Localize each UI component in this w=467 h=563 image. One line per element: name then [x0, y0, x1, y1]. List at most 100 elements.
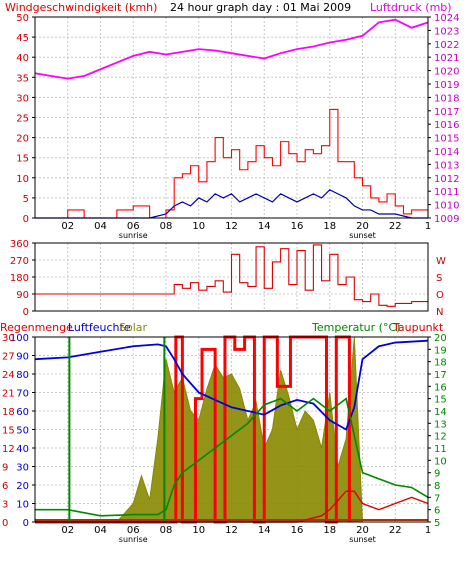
sunrise-label: sunrise — [119, 535, 148, 544]
humidity-tick-label: 0 — [23, 518, 29, 529]
wind-tick-label: 10 — [16, 174, 29, 185]
dewpoint-axis-label: Taupunkt — [392, 321, 444, 334]
x-tick-label: 04 — [94, 525, 107, 536]
x-tick-label: 1 — [425, 221, 431, 232]
x-tick-label: 16 — [291, 525, 304, 536]
humidity-tick-label: 40 — [16, 444, 29, 455]
wind-tick-label: 0 — [23, 214, 29, 225]
rain-tick-label: 6 — [2, 481, 8, 492]
chart-title: 24 hour graph day : 01 Mai 2009 — [170, 1, 351, 14]
x-tick-label: 20 — [356, 221, 369, 232]
wind-tick-label: 45 — [16, 33, 29, 44]
wind-tick-label: 30 — [16, 93, 29, 104]
x-tick-label: 22 — [389, 525, 402, 536]
sunset-label: sunset — [349, 231, 376, 240]
direction-compass-label: O — [436, 290, 444, 301]
temperature-tick-label: 19 — [434, 345, 447, 356]
x-tick-label: 16 — [291, 221, 304, 232]
temperature-tick-label: 15 — [434, 395, 447, 406]
temperature-tick-label: 20 — [434, 333, 447, 344]
pressure-tick-label: 1014 — [434, 147, 459, 158]
x-tick-label: 22 — [389, 221, 402, 232]
direction-tick-label: 360 — [10, 239, 29, 250]
rain-axis-label: Regenmenge — [0, 321, 73, 334]
rain-tick-label: 18 — [2, 407, 15, 418]
x-tick-label: 10 — [192, 221, 205, 232]
wind-axis-label: Windgeschwindigkeit (kmh) — [5, 1, 157, 14]
temperature-tick-label: 7 — [434, 493, 440, 504]
humidity-tick-label: 20 — [16, 481, 29, 492]
pressure-tick-label: 1024 — [434, 13, 459, 24]
x-tick-label: 14 — [258, 221, 271, 232]
pressure-tick-label: 1016 — [434, 120, 459, 131]
wind-tick-label: 20 — [16, 134, 29, 145]
pressure-tick-label: 1010 — [434, 201, 459, 212]
x-tick-label: 18 — [323, 221, 336, 232]
temperature-tick-label: 13 — [434, 419, 447, 430]
x-tick-label: 18 — [323, 525, 336, 536]
temperature-tick-label: 18 — [434, 358, 447, 369]
x-tick-label: 02 — [61, 221, 74, 232]
wind-tick-label: 25 — [16, 114, 29, 125]
temperature-tick-label: 10 — [434, 456, 447, 467]
x-tick-label: 12 — [225, 221, 238, 232]
humidity-line — [34, 339, 429, 431]
pressure-tick-label: 1009 — [434, 214, 459, 225]
x-tick-label: 1 — [425, 525, 431, 536]
humidity-tick-label: 50 — [16, 426, 29, 437]
humidity-tick-label: 30 — [16, 463, 29, 474]
pressure-tick-label: 1017 — [434, 107, 459, 118]
humidity-tick-label: 10 — [16, 500, 29, 511]
direction-tick-label: 90 — [16, 290, 29, 301]
pressure-tick-label: 1019 — [434, 80, 459, 91]
rain-tick-label: 21 — [2, 389, 15, 400]
pressure-tick-label: 1013 — [434, 160, 459, 171]
direction-line — [35, 244, 429, 307]
pressure-tick-label: 1022 — [434, 40, 459, 51]
x-tick-label: 06 — [127, 525, 140, 536]
temperature-tick-label: 12 — [434, 432, 447, 443]
rain-tick-label: 0 — [2, 518, 8, 529]
x-tick-label: 04 — [94, 221, 107, 232]
temperature-axis-label: Temperatur (°C) — [311, 321, 400, 334]
temperature-tick-label: 9 — [434, 469, 440, 480]
direction-compass-label: N — [436, 307, 443, 318]
x-tick-label: 14 — [258, 525, 271, 536]
rain-tick-label: 15 — [2, 426, 15, 437]
x-tick-label: 06 — [127, 221, 140, 232]
pressure-tick-label: 1023 — [434, 26, 459, 37]
sunrise-label: sunrise — [119, 231, 148, 240]
temperature-tick-label: 17 — [434, 370, 447, 381]
x-tick-label: 02 — [61, 525, 74, 536]
temperature-tick-label: 11 — [434, 444, 447, 455]
data-layer — [34, 18, 429, 524]
temperature-tick-label: 14 — [434, 407, 447, 418]
pressure-tick-label: 1012 — [434, 174, 459, 185]
rain-tick-label: 12 — [2, 444, 15, 455]
x-tick-label: 08 — [160, 221, 173, 232]
wind-tick-label: 50 — [16, 13, 29, 24]
humidity-tick-label: 70 — [16, 389, 29, 400]
solar-axis-label: Solar — [119, 321, 148, 334]
wind-tick-label: 35 — [16, 73, 29, 84]
solar-area — [35, 336, 428, 523]
humidity-tick-label: 80 — [16, 370, 29, 381]
direction-compass-label: W — [436, 256, 446, 267]
pressure-tick-label: 1021 — [434, 53, 459, 64]
x-tick-label: 10 — [192, 525, 205, 536]
rain-tick-label: 30 — [2, 333, 15, 344]
pressure-axis-label: Luftdruck (mb) — [370, 1, 452, 14]
wind-tick-label: 15 — [16, 154, 29, 165]
direction-tick-label: 0 — [23, 307, 29, 318]
pressure-line — [34, 18, 429, 80]
x-tick-label: 20 — [356, 525, 369, 536]
x-tick-label: 08 — [160, 525, 173, 536]
temperature-tick-label: 5 — [434, 518, 440, 529]
wind-tick-label: 5 — [23, 194, 29, 205]
temperature-tick-label: 8 — [434, 481, 440, 492]
pressure-tick-label: 1018 — [434, 93, 459, 104]
humidity-tick-label: 90 — [16, 352, 29, 363]
temperature-tick-label: 16 — [434, 382, 447, 393]
